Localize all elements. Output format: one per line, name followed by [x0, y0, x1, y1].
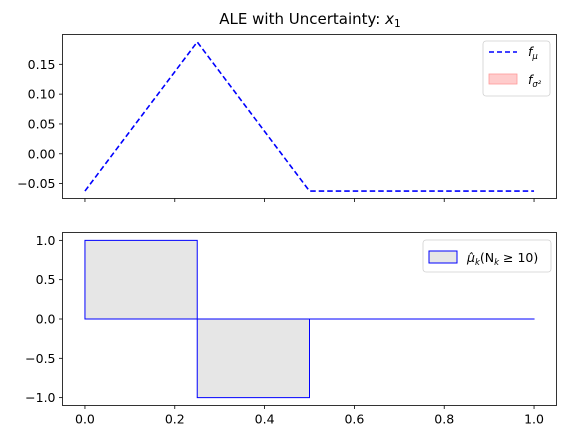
- top-axes-frame: [63, 35, 557, 199]
- bottom-ytick-label: 0.5: [36, 272, 56, 287]
- bottom-xtick-label: 0.0: [75, 412, 95, 427]
- bottom-xtick-label: 0.4: [255, 412, 275, 427]
- top-ytick-label: 0.15: [28, 57, 56, 72]
- bottom-xtick-label: 0.6: [344, 412, 364, 427]
- bottom-ytick-label: 1.0: [36, 233, 56, 248]
- top-legend: fμ fσ²: [483, 41, 550, 96]
- bar-mu-hat-1: [197, 319, 309, 398]
- top-ytick-label: 0.00: [28, 146, 56, 161]
- bottom-xtick-label: 1.0: [524, 412, 544, 427]
- top-panel: ALE with Uncertainty: x1 −0.05 0.00 0.05 0.…: [17, 10, 556, 202]
- top-ytick-label: −0.05: [17, 176, 55, 191]
- bottom-legend: μ̂k(Nk ≥ 10): [423, 240, 551, 272]
- top-plot-area: [85, 42, 534, 191]
- series-f-mu-line: [85, 42, 534, 191]
- bottom-ytick-label: −0.5: [25, 351, 55, 366]
- bottom-xtick-label: 0.2: [165, 412, 185, 427]
- bar-mu-hat-0: [85, 240, 197, 319]
- top-axis-ticks: −0.05 0.00 0.05 0.10 0.15: [17, 57, 534, 202]
- bottom-ytick-label: 0.0: [36, 312, 56, 327]
- chart-title: ALE with Uncertainty: x1: [219, 10, 400, 30]
- top-ytick-label: 0.05: [28, 116, 56, 131]
- legend-f-sigma-swatch: [489, 74, 517, 84]
- bottom-xtick-label: 0.8: [434, 412, 454, 427]
- legend-mu-hat-swatch: [429, 251, 457, 263]
- bottom-ytick-label: −1.0: [25, 390, 55, 405]
- top-ytick-label: 0.10: [28, 87, 56, 102]
- bottom-panel: −1.0 −0.5 0.0 0.5 1.0 0.0 0.2 0.4 0.6 0.8 1.0 μ̂k(…: [25, 233, 556, 427]
